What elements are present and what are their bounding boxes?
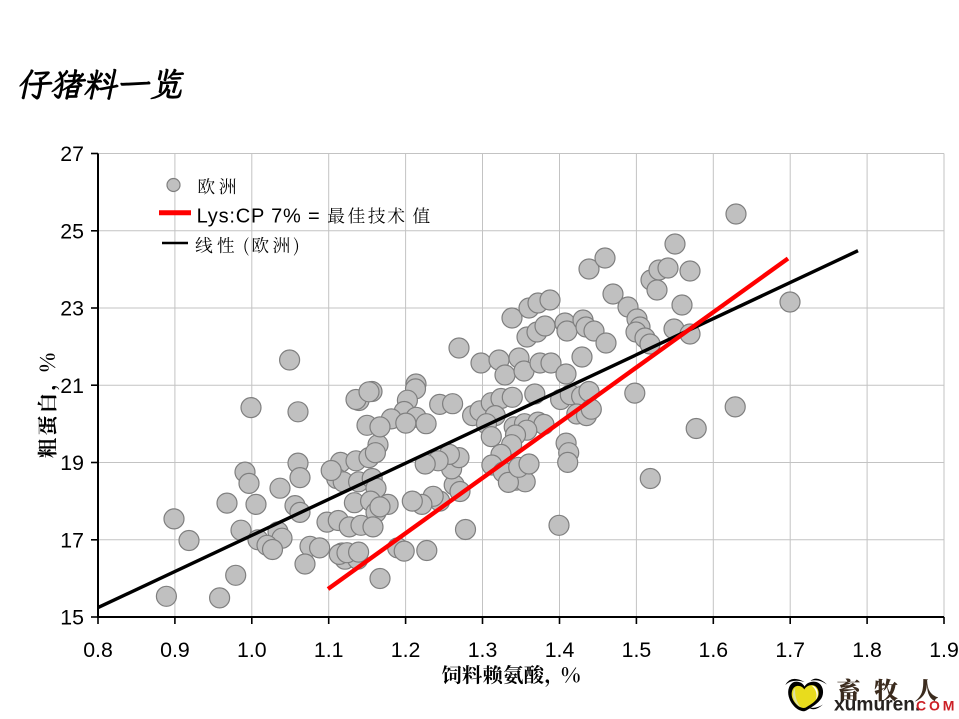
svg-text:15: 15 <box>60 606 84 630</box>
svg-text:17: 17 <box>60 528 84 552</box>
svg-text:1.9: 1.9 <box>929 638 959 662</box>
svg-text:1.2: 1.2 <box>391 638 421 662</box>
svg-text:1.0: 1.0 <box>237 638 267 662</box>
svg-text:19: 19 <box>60 451 84 475</box>
svg-text:1.1: 1.1 <box>314 638 344 662</box>
svg-text:1.3: 1.3 <box>468 638 498 662</box>
svg-text:COM: COM <box>916 698 957 714</box>
svg-text:21: 21 <box>60 374 84 398</box>
svg-text:xumuren.: xumuren. <box>834 695 920 716</box>
svg-text:1.8: 1.8 <box>852 638 882 662</box>
svg-text:0.8: 0.8 <box>83 638 113 662</box>
svg-text:23: 23 <box>60 297 84 321</box>
svg-text:25: 25 <box>60 219 84 243</box>
svg-text:Lys:CP 7% =: Lys:CP 7% = <box>197 205 321 227</box>
svg-text:1.5: 1.5 <box>622 638 652 662</box>
svg-text:1.6: 1.6 <box>698 638 728 662</box>
svg-text:1.4: 1.4 <box>545 638 575 662</box>
svg-text:0.9: 0.9 <box>160 638 190 662</box>
svg-text:1.7: 1.7 <box>775 638 805 662</box>
svg-text:27: 27 <box>60 142 84 166</box>
